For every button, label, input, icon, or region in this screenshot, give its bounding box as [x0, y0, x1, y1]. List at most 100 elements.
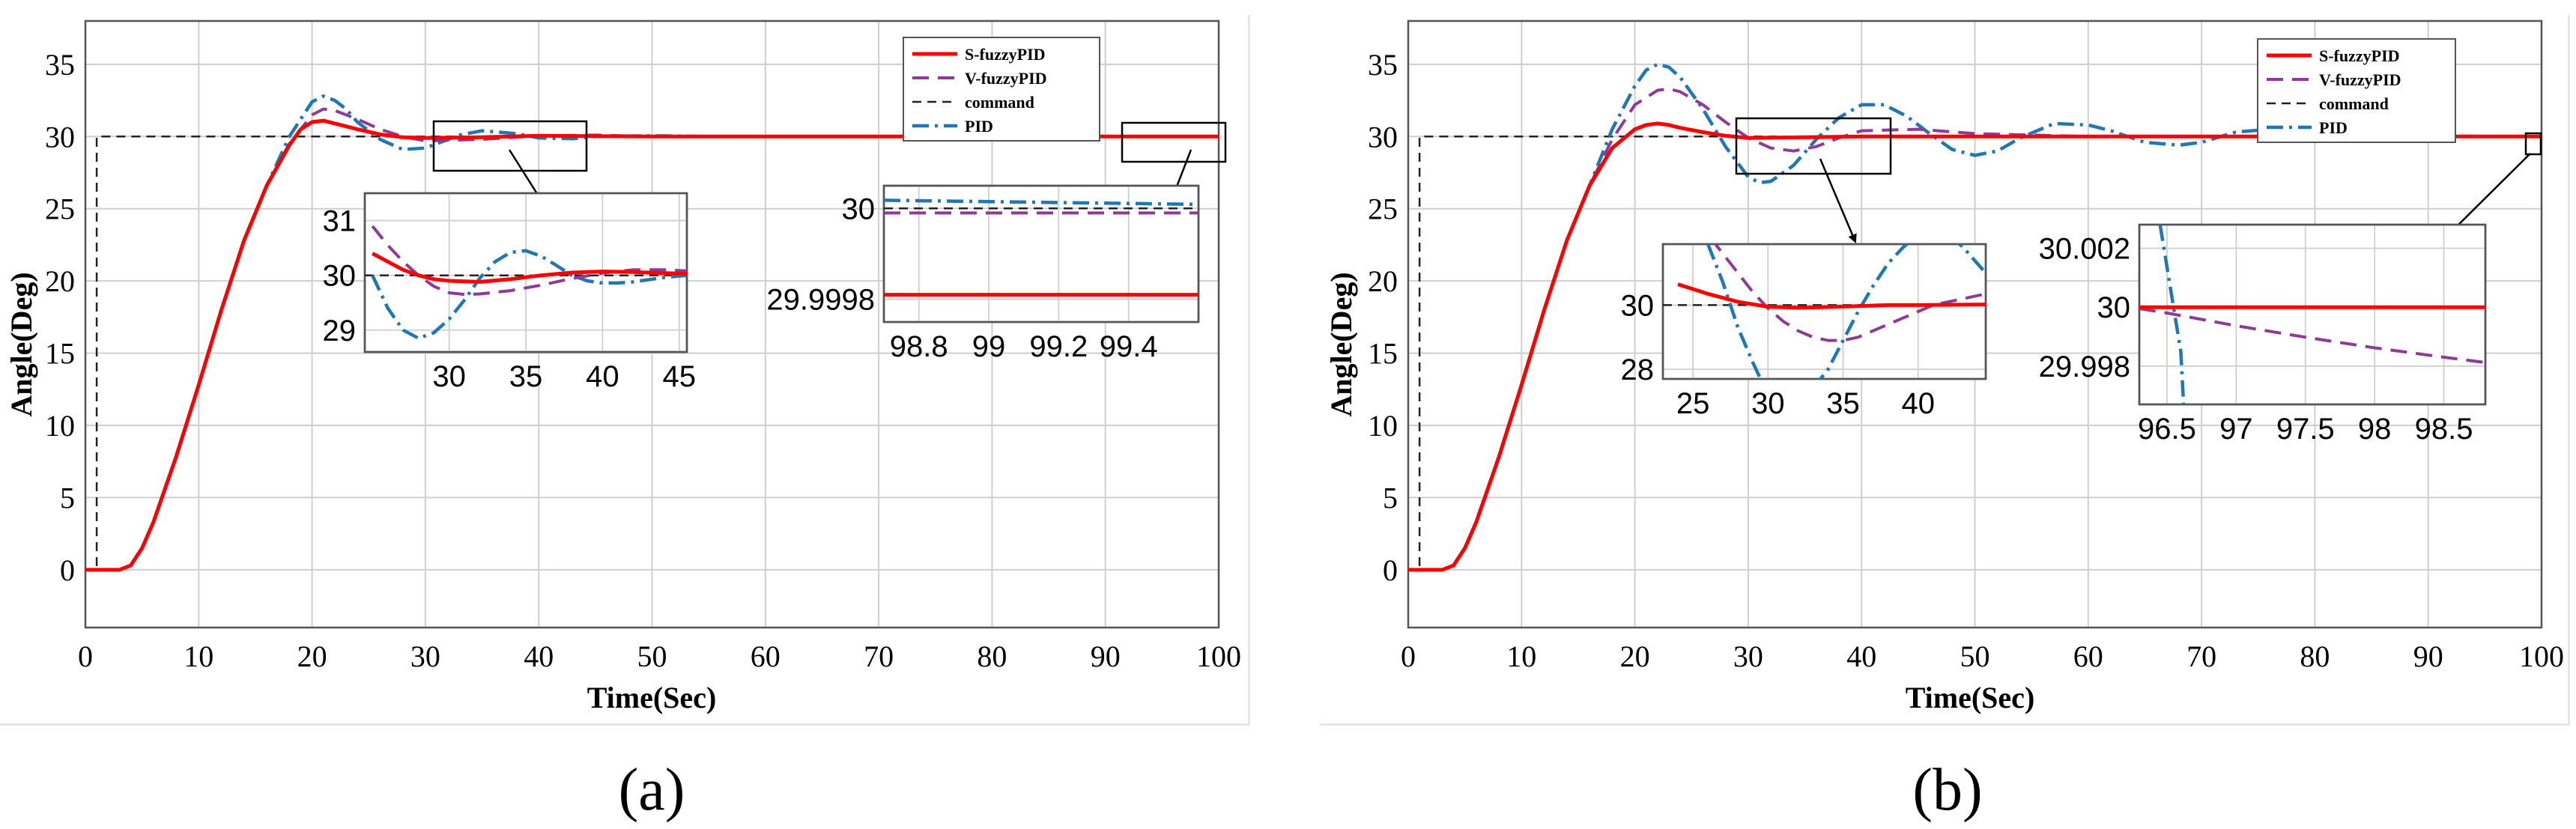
x-tick-label-b: 20 — [1620, 640, 1650, 673]
series-group-a — [85, 94, 1219, 572]
plot-frame-a — [84, 19, 1220, 629]
series-group-b — [1408, 62, 2542, 572]
x-tick-label-a: 50 — [637, 640, 667, 673]
x-axis-label-b: Time(Sec) — [1906, 681, 2035, 714]
legend-label-pid: PID — [2319, 118, 2348, 137]
x-tick-label-a: 30 — [410, 640, 440, 673]
y-tick-label-a: 30 — [45, 120, 75, 154]
inset-x-tick-label: 99.2 — [1029, 330, 1088, 363]
x-tick-label-a: 80 — [977, 640, 1007, 673]
inset-border — [2138, 223, 2487, 406]
x-tick-label-b: 100 — [2519, 640, 2564, 673]
y-tick-label-a: 0 — [60, 553, 75, 587]
inset-x-tick-label: 98 — [2358, 413, 2392, 446]
inset-series-line-s-fuzzypid — [1677, 282, 1986, 310]
y-tick-label-a: 25 — [45, 192, 75, 226]
inset-x-tick-label: 45 — [663, 360, 697, 393]
inset-y-tick-label: 30 — [2097, 291, 2131, 324]
plot-frame-b — [1407, 19, 2543, 629]
y-tick-label-b: 35 — [1368, 48, 1398, 82]
inset-a-2: 98.8 99 99.2 99.4 29.9998 30 — [766, 184, 1200, 363]
inset-x-tick-label: 35 — [1826, 387, 1860, 420]
zoom-box-b-2 — [2524, 132, 2542, 156]
x-tick-label-a: 0 — [78, 640, 93, 673]
inset-x-tick-label: 40 — [1902, 387, 1936, 420]
y-tick-label-a: 5 — [60, 481, 75, 514]
inset-y-tick-label: 29 — [323, 315, 357, 347]
legend-a: S-fuzzyPID V-fuzzyPID command PID — [903, 37, 1100, 142]
series-line-s-fuzzypid-a — [85, 118, 1219, 572]
y-tick-label-a: 35 — [45, 48, 75, 82]
zoom-box-b-1 — [1735, 117, 1892, 175]
x-tick-label-b: 0 — [1401, 640, 1416, 673]
inset-series-line-v-fuzzypid — [1713, 244, 1986, 342]
inset-series-group — [884, 198, 1198, 297]
legend-label-v-fuzzypid: V-fuzzyPID — [2319, 70, 2401, 89]
legend-b: S-fuzzyPID V-fuzzyPID command PID — [2257, 38, 2456, 143]
inset-frame-a-2 — [882, 184, 1200, 324]
x-tick-label-b: 90 — [2413, 640, 2443, 673]
x-tick-label-a: 100 — [1196, 640, 1241, 673]
inset-x-tick-label: 98.5 — [2415, 413, 2473, 446]
chart-panel-b: Time(Sec) Angle(Deg) 0 10 20 30 40 50 60 70 80 90… — [1324, 19, 2564, 714]
inset-y-tick-label: 30 — [842, 192, 876, 225]
x-tick-label-a: 70 — [864, 640, 894, 673]
inset-x-tick-label: 25 — [1676, 387, 1710, 420]
inset-series-group — [1663, 244, 1986, 379]
inset-frame-b-2 — [2138, 223, 2487, 406]
chart-panel-a: Time(Sec) Angle(Deg) 0 10 20 30 40 50 60 70 80 90… — [4, 19, 1241, 714]
y-tick-label-b: 0 — [1383, 553, 1398, 587]
x-tick-label-a: 90 — [1091, 640, 1121, 673]
y-axis-label-b: Angle(Deg) — [1324, 272, 1358, 416]
y-tick-label-a: 20 — [45, 264, 75, 298]
x-tick-label-a: 10 — [184, 640, 213, 673]
zoom-arrow-b-1 — [1819, 158, 1857, 243]
inset-y-tick-label: 29.998 — [2039, 350, 2130, 383]
y-tick-label-b: 20 — [1368, 264, 1398, 298]
inset-y-tick-label: 31 — [323, 205, 357, 238]
inset-series-line-pid — [2158, 225, 2186, 404]
y-tick-label-a: 10 — [45, 409, 75, 443]
inset-series-line-v-fuzzypid — [371, 225, 687, 297]
inset-y-tick-label: 30 — [1621, 289, 1655, 322]
x-tick-label-b: 70 — [2186, 640, 2216, 673]
inset-series-line-s-fuzzypid — [372, 252, 687, 284]
zoom-box-a-2 — [1121, 121, 1227, 163]
x-axis-label-a: Time(Sec) — [587, 681, 717, 714]
inset-border — [1661, 243, 1987, 380]
inset-x-tick-label: 99 — [972, 330, 1006, 363]
inset-x-tick-label: 96.5 — [2138, 413, 2196, 446]
y-tick-label-b: 25 — [1368, 192, 1398, 226]
inset-x-tick-label: 30 — [1751, 387, 1785, 420]
inset-x-tick-label: 98.8 — [890, 330, 948, 363]
inset-border — [882, 184, 1200, 324]
x-tick-label-b: 60 — [2073, 640, 2103, 673]
x-tick-label-b: 50 — [1960, 640, 1990, 673]
x-tick-label-b: 80 — [2300, 640, 2330, 673]
legend-label-command: command — [965, 93, 1034, 112]
inset-b-1: 25 30 35 40 28 30 — [1621, 243, 1987, 420]
zoom-arrow-b-2 — [2448, 153, 2531, 235]
inset-x-tick-label: 97.5 — [2276, 413, 2335, 446]
legend-label-s-fuzzypid: S-fuzzyPID — [965, 45, 1046, 64]
caption-a: (a) — [618, 757, 685, 823]
inset-series-line-pid — [371, 249, 687, 340]
inset-x-tick-label: 97 — [2219, 413, 2253, 446]
inset-series-line-pid — [884, 198, 1198, 207]
inset-a-1: 30 35 40 45 29 30 31 — [323, 192, 697, 393]
inset-series-line-pid — [1706, 244, 1986, 379]
x-tick-label-b: 30 — [1733, 640, 1763, 673]
legend-label-pid: PID — [965, 117, 993, 136]
inset-x-tick-label: 40 — [586, 360, 619, 393]
x-tick-label-b: 10 — [1506, 640, 1536, 673]
inset-x-tick-label: 99.4 — [1100, 330, 1158, 363]
y-tick-label-a: 15 — [45, 337, 75, 371]
inset-y-tick-label: 30 — [323, 260, 357, 293]
legend-label-command: command — [2319, 94, 2389, 113]
legend-label-s-fuzzypid: S-fuzzyPID — [2319, 46, 2400, 65]
y-tick-label-b: 10 — [1368, 409, 1398, 443]
inset-series-group — [2139, 225, 2485, 404]
y-tick-label-b: 5 — [1383, 481, 1398, 514]
inset-y-tick-label: 28 — [1621, 353, 1655, 386]
inset-series-group — [365, 225, 687, 340]
